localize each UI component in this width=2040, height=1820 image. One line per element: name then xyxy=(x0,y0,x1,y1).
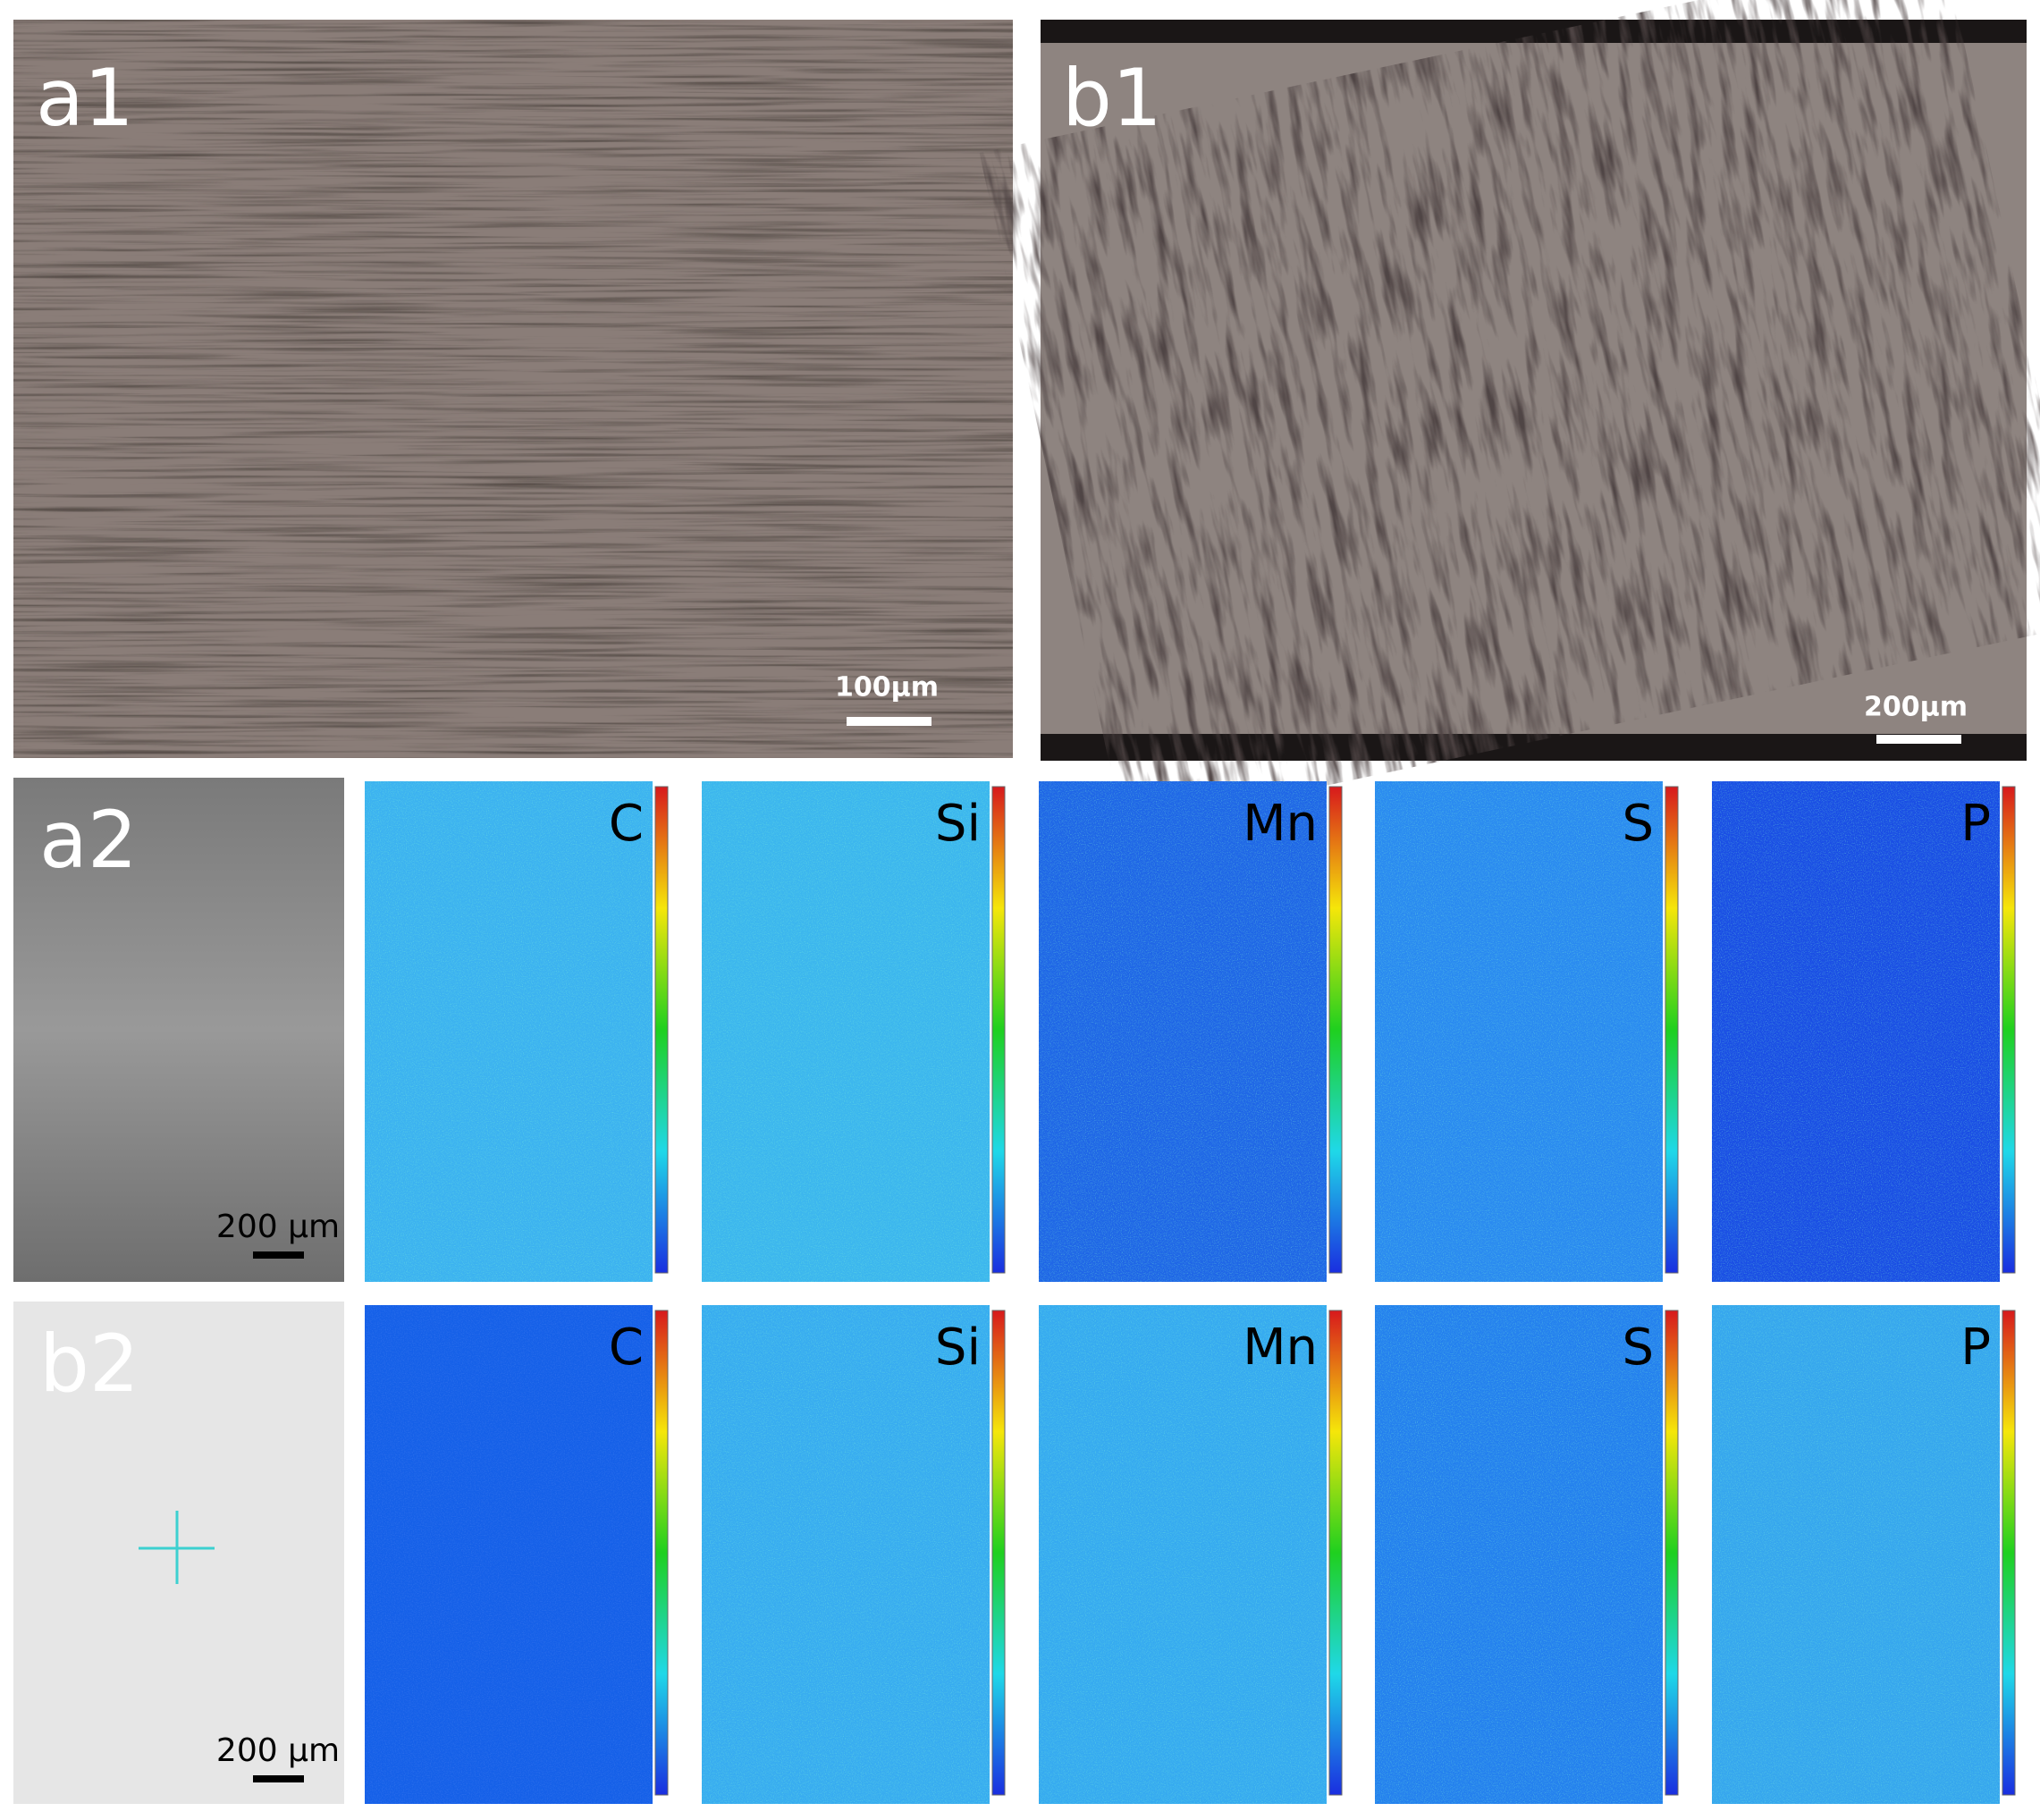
eds-texture xyxy=(1712,781,2000,1282)
labels: a1 100µm b1 200µm xyxy=(36,52,1968,744)
eds-texture xyxy=(365,781,653,1282)
scale-bar-label: 200 µm xyxy=(216,1209,340,1245)
eds-texture xyxy=(702,781,990,1282)
colorbar xyxy=(991,1310,1006,1796)
element-label: Mn xyxy=(1243,795,1318,853)
eds-texture xyxy=(1039,1305,1327,1804)
eds-texture xyxy=(365,1305,653,1804)
sem-a2 xyxy=(13,778,344,1282)
panel-label: b2 xyxy=(39,1318,139,1410)
element-label: P xyxy=(1960,795,1991,853)
element-label: Si xyxy=(935,1319,981,1377)
eds-texture xyxy=(702,1305,990,1804)
colorbar xyxy=(654,786,669,1274)
element-label: Si xyxy=(935,795,981,853)
colorbar xyxy=(1328,1310,1343,1796)
scale-bar xyxy=(253,1775,304,1782)
crosshair xyxy=(139,1511,215,1584)
colorbar xyxy=(2002,786,2016,1274)
scale-bar xyxy=(253,1251,304,1259)
panel-label: a2 xyxy=(39,794,138,886)
colorbar xyxy=(1665,1310,1679,1796)
scale-bar-label: 200 µm xyxy=(216,1732,340,1769)
eds-texture xyxy=(1375,781,1663,1282)
scale-bar xyxy=(1876,735,1961,744)
colorbar xyxy=(1665,786,1679,1274)
eds-texture xyxy=(1039,781,1327,1282)
panel-label: b1 xyxy=(1062,52,1162,144)
scale-bar-label: 100µm xyxy=(835,672,939,704)
sem-b2 xyxy=(13,1302,344,1804)
colorbar xyxy=(2002,1310,2016,1796)
element-label: S xyxy=(1622,1319,1654,1377)
eds-texture xyxy=(1712,1305,2000,1804)
element-label: C xyxy=(609,795,644,853)
panel-label: a1 xyxy=(36,52,134,144)
micrograph-texture xyxy=(13,20,1013,758)
element-label: S xyxy=(1622,795,1654,853)
element-label: P xyxy=(1960,1319,1991,1377)
element-label: C xyxy=(609,1319,644,1377)
eds-texture xyxy=(1375,1305,1663,1804)
colorbar xyxy=(654,1310,669,1796)
colorbar xyxy=(991,786,1006,1274)
scale-bar-label: 200µm xyxy=(1864,692,1968,723)
micrograph-texture xyxy=(979,0,2040,830)
element-label: Mn xyxy=(1243,1319,1318,1377)
colorbar xyxy=(1328,786,1343,1274)
scale-bar xyxy=(847,717,931,726)
